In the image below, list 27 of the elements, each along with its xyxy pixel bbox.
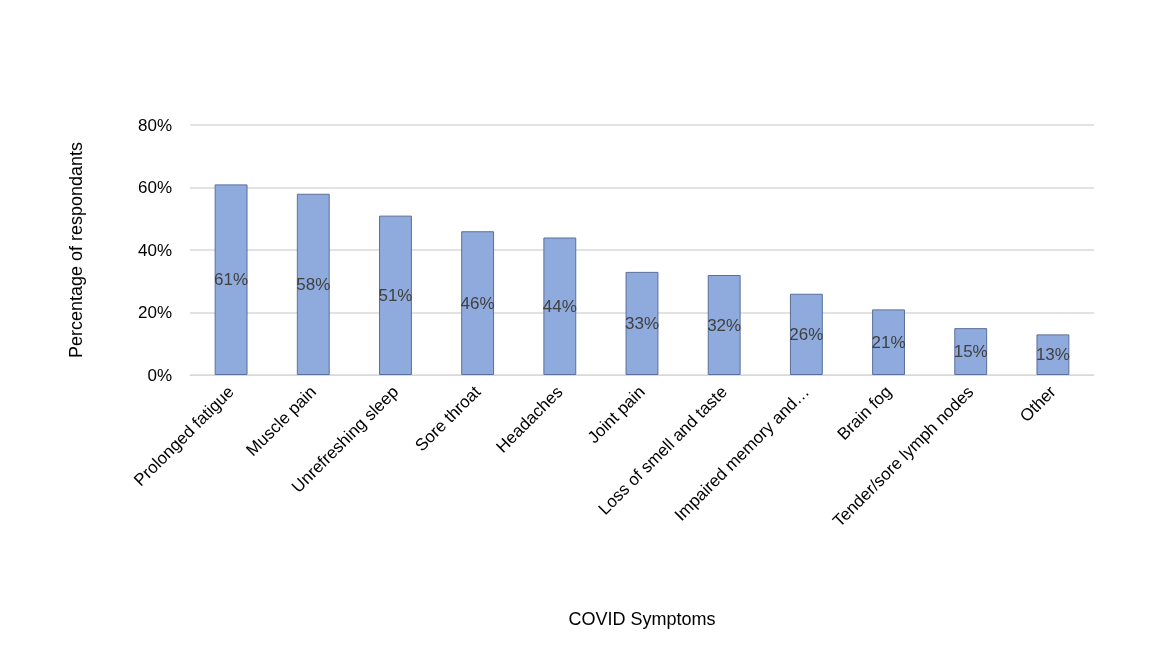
bar [543, 237, 577, 375]
bar [707, 275, 741, 375]
y-tick-label: 80% [137, 115, 172, 135]
data-label: 13% [1035, 345, 1070, 365]
data-label: 32% [707, 315, 742, 335]
data-label: 26% [789, 324, 824, 344]
bar [872, 309, 905, 375]
data-label: 21% [871, 332, 906, 352]
data-label: 44% [542, 296, 577, 316]
bar [296, 193, 330, 375]
bar [214, 184, 248, 375]
x-axis-title: COVID Symptoms [568, 609, 716, 629]
y-axis-title: Percentage of respondants [66, 141, 86, 359]
bar [461, 231, 495, 375]
data-label: 15% [953, 342, 988, 362]
y-tick-label: 40% [137, 240, 172, 260]
data-label: 33% [624, 313, 660, 333]
data-label: 51% [378, 285, 413, 305]
data-label: 46% [460, 293, 495, 313]
y-tick-label: 20% [137, 303, 172, 322]
bar [789, 293, 823, 375]
bar [625, 271, 659, 375]
data-label: 61% [214, 270, 249, 290]
y-tick-label: 0% [147, 365, 172, 385]
y-tick-label: 60% [137, 178, 172, 197]
data-label: 58% [296, 274, 331, 294]
bar [379, 215, 412, 375]
